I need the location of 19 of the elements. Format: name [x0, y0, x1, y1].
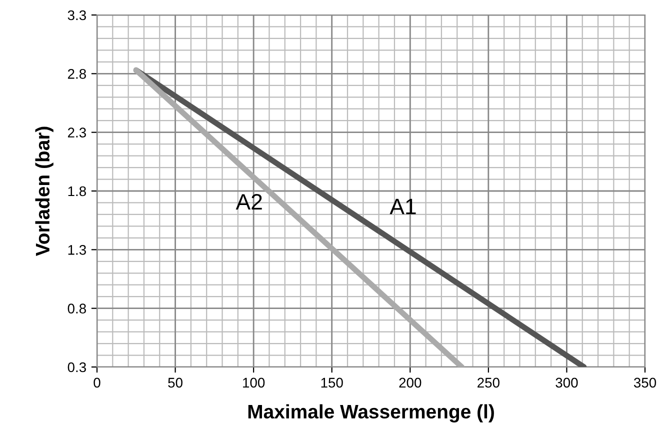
y-tick-label: 2.3 — [68, 128, 86, 138]
y-tick-label: 0.3 — [68, 362, 86, 372]
y-tick-label: 2.8 — [68, 69, 86, 79]
y-tick-label: 3.3 — [68, 10, 86, 20]
y-axis-title: Vorladen (bar) — [35, 126, 54, 256]
x-tick-label: 150 — [321, 378, 343, 388]
y-tick-label: 1.8 — [68, 186, 86, 196]
x-tick-label: 200 — [399, 378, 422, 388]
y-tick-label: 1.3 — [68, 245, 86, 255]
x-tick-label: 100 — [243, 378, 265, 388]
x-tick-label: 300 — [556, 378, 578, 388]
x-tick-label: 250 — [478, 378, 500, 388]
series-label: A1 — [390, 198, 416, 214]
x-axis-title: Maximale Wassermenge (l) — [248, 404, 494, 422]
series-label: A2 — [236, 194, 262, 210]
y-tick-label: 0.8 — [68, 304, 86, 314]
x-tick-label: 0 — [94, 378, 100, 388]
x-tick-label: 350 — [634, 378, 656, 388]
x-tick-label: 50 — [168, 378, 182, 388]
